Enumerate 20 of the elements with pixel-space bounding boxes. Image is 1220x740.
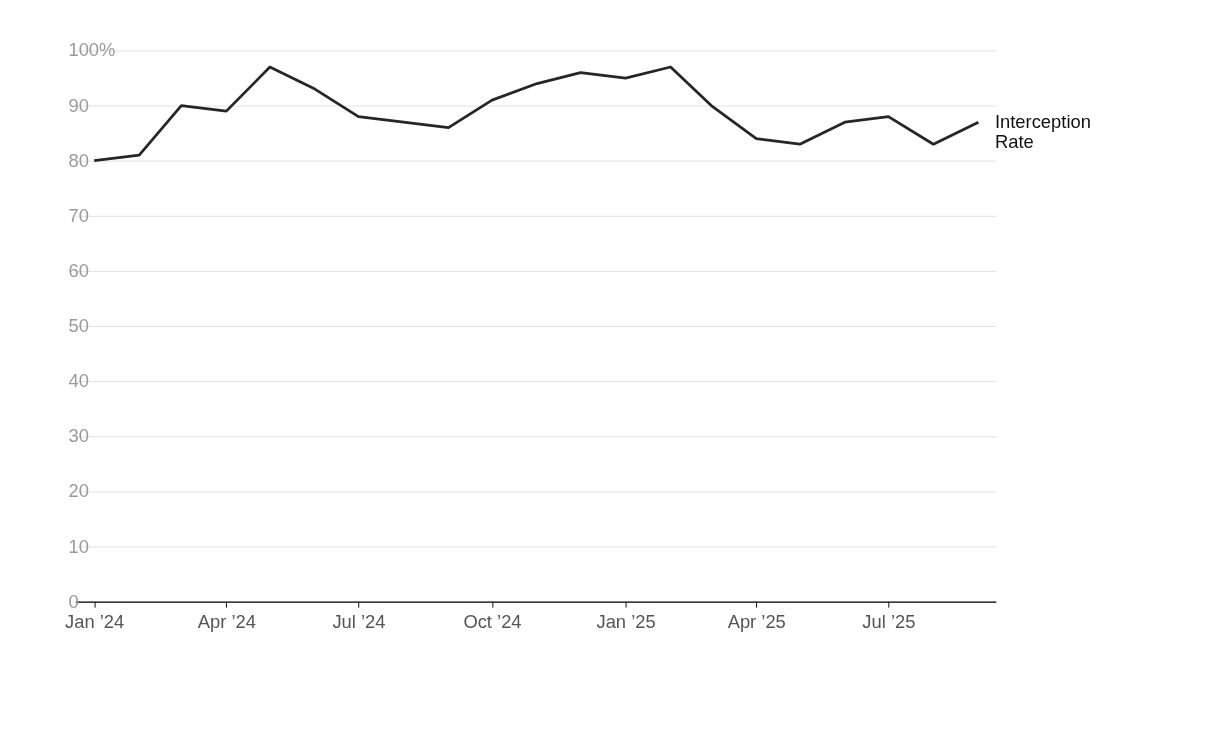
y-tick-label: 20	[68, 480, 89, 502]
y-tick-label: 30	[68, 425, 89, 447]
y-tick-label: 100%	[68, 39, 116, 61]
series-label: Interception Rate	[994, 110, 1091, 152]
x-tick-label: Apr ’24	[197, 610, 256, 632]
x-tick-label: Jul ’24	[332, 610, 386, 632]
y-tick-label: 60	[68, 259, 89, 281]
y-tick-label: 10	[68, 535, 89, 557]
x-tick-label: Jul ’25	[862, 610, 916, 632]
line-series	[92, 65, 980, 163]
y-tick-label: 40	[68, 370, 89, 392]
x-tick-label: Apr ’25	[727, 610, 786, 632]
x-tick-label: Jan ’24	[65, 610, 125, 632]
y-tick-label: 70	[68, 204, 89, 226]
y-tick-label: 50	[68, 315, 89, 337]
x-tick-label: Jan ’25	[596, 610, 656, 632]
y-tick-label: 80	[68, 149, 89, 171]
x-tick-label: Oct ’24	[463, 610, 522, 632]
y-tick-label: 0	[68, 590, 79, 612]
y-tick-label: 90	[68, 94, 89, 116]
